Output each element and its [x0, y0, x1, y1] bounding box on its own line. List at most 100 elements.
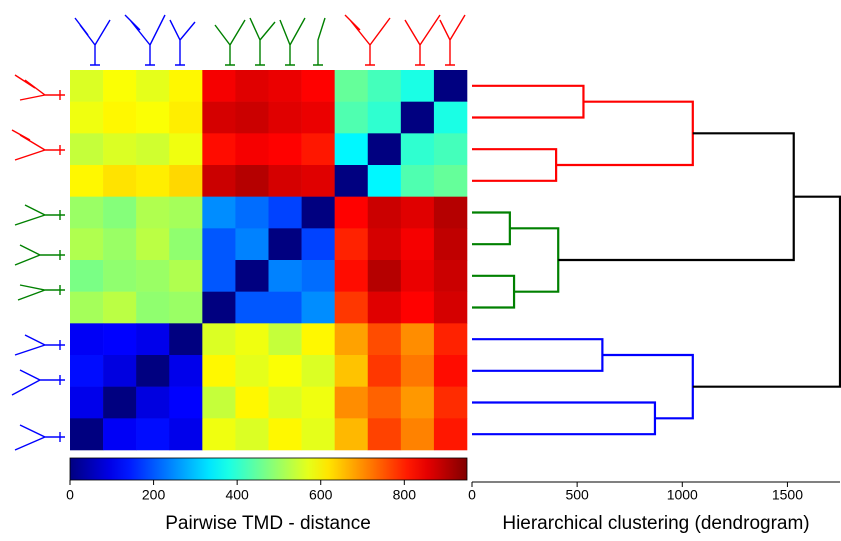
heatmap-cell: [268, 165, 302, 197]
heatmap-cell: [334, 70, 369, 102]
heatmap-cell: [169, 418, 203, 451]
dendrogram-link: [472, 338, 604, 372]
heatmap-cell: [433, 70, 468, 102]
heatmap-cell: [169, 260, 203, 292]
heatmap-cell: [334, 165, 369, 197]
heatmap-cell: [235, 165, 269, 197]
heatmap-cell: [103, 196, 137, 229]
heatmap-cell: [400, 101, 435, 134]
heatmap-cell: [334, 355, 369, 387]
heatmap-cell: [367, 386, 402, 419]
heatmap-cell: [268, 323, 302, 356]
heatmap-cell: [367, 133, 402, 166]
heatmap-cell: [334, 260, 369, 292]
heatmap-cell: [169, 355, 203, 387]
heatmap-cell: [367, 418, 402, 451]
heatmap-cell: [70, 260, 104, 292]
heatmap-cell: [136, 355, 170, 387]
heatmap-cell: [268, 101, 302, 134]
heatmap-cell: [202, 323, 236, 356]
heatmap-cell: [301, 196, 335, 229]
heatmap-cell: [433, 386, 468, 419]
heatmap-cell: [70, 133, 104, 166]
heatmap-cell: [400, 165, 435, 197]
heatmap-cell: [268, 260, 302, 292]
heatmap-cell: [235, 291, 269, 324]
x-tick-label: 1500: [772, 487, 803, 503]
heatmap-cell: [235, 70, 269, 102]
heatmap-cell: [301, 355, 335, 387]
heatmap-cell: [334, 291, 369, 324]
heatmap-cell: [400, 323, 435, 356]
heatmap-cell: [103, 355, 137, 387]
heatmap-cell: [202, 165, 236, 197]
heatmap-cell: [268, 196, 302, 229]
heatmap-cell: [103, 386, 137, 419]
heatmap-cell: [235, 196, 269, 229]
dendrogram-xlabel: Hierarchical clustering (dendrogram): [502, 513, 809, 534]
heatmap-cell: [202, 101, 236, 134]
colorbar-tick-label: 800: [393, 487, 417, 503]
heatmap-cell: [136, 228, 170, 261]
heatmap-cell: [235, 228, 269, 261]
heatmap-cell: [70, 323, 104, 356]
heatmap-cell: [103, 260, 137, 292]
heatmap-cell: [400, 196, 435, 229]
heatmap-cell: [433, 165, 468, 197]
colorbar-tick-label: 600: [309, 487, 333, 503]
heatmap-cell: [169, 70, 203, 102]
dendrogram-link: [472, 274, 516, 309]
heatmap-cell: [301, 260, 335, 292]
heatmap-cell: [169, 323, 203, 356]
heatmap-cell: [268, 291, 302, 324]
heatmap-cell: [70, 291, 104, 324]
heatmap-cell: [169, 386, 203, 419]
heatmap-cell: [103, 291, 137, 324]
heatmap-cell: [70, 165, 104, 197]
heatmap-cell: [433, 196, 468, 229]
heatmap-cell: [367, 228, 402, 261]
heatmap-cell: [268, 418, 302, 451]
heatmap-cell: [235, 323, 269, 356]
heatmap-cell: [334, 386, 369, 419]
heatmap-cell: [169, 165, 203, 197]
heatmap-cell: [268, 228, 302, 261]
heatmap-cell: [400, 70, 435, 102]
heatmap-cell: [202, 70, 236, 102]
dendrogram-link: [602, 353, 694, 420]
heatmap-cell: [235, 418, 269, 451]
heatmap-cell: [334, 133, 369, 166]
heatmap-cell: [103, 165, 137, 197]
heatmap-cell: [235, 386, 269, 419]
heatmap-cell: [367, 291, 402, 324]
heatmap-cell: [301, 228, 335, 261]
heatmap-cell: [400, 291, 435, 324]
heatmap-cell: [301, 165, 335, 197]
heatmap-cell: [202, 291, 236, 324]
heatmap-cell: [169, 196, 203, 229]
heatmap-cell: [202, 418, 236, 451]
heatmap-cell: [433, 228, 468, 261]
heatmap-cell: [433, 355, 468, 387]
heatmap-cell: [136, 70, 170, 102]
dendrogram-link: [556, 100, 694, 167]
dendrogram-link: [472, 211, 511, 246]
colorbar: [69, 457, 468, 481]
heatmap-cell: [202, 228, 236, 261]
tree-icons: [11, 14, 466, 451]
heatmap-cell: [433, 323, 468, 356]
heatmap-cell: [301, 70, 335, 102]
heatmap-cell: [136, 323, 170, 356]
dendrogram-link: [692, 195, 841, 388]
heatmap-cell: [367, 165, 402, 197]
heatmap-cell: [433, 418, 468, 451]
heatmap-cell: [70, 355, 104, 387]
heatmap-cell: [301, 323, 335, 356]
heatmap-cell: [202, 196, 236, 229]
heatmap-cell: [235, 133, 269, 166]
heatmap-cell: [433, 133, 468, 166]
heatmap-cell: [301, 386, 335, 419]
heatmap-cell: [136, 165, 170, 197]
colorbar-tick-label: 0: [66, 487, 74, 503]
x-tick-label: 0: [468, 487, 476, 503]
